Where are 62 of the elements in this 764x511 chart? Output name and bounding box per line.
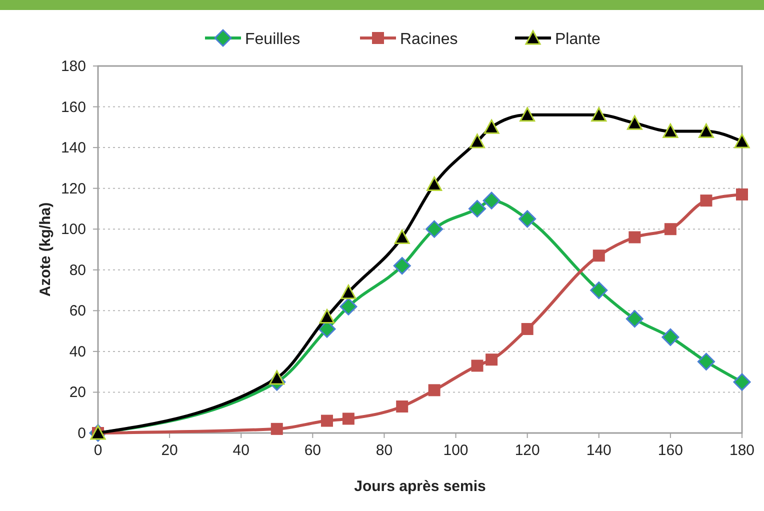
point [626,115,642,130]
point [697,352,715,370]
point [340,284,356,300]
point [394,230,410,244]
x-tick-label: 140 [586,442,612,459]
point [734,134,750,148]
point [320,414,333,427]
point [736,188,748,200]
y-tick-label: 20 [69,384,86,402]
x-axis-title: Jours après semis [354,478,486,495]
x-tick-label: 180 [729,442,755,459]
legend-label: Plante [555,31,600,48]
y-axis-title: Azote (kg/ha) [37,202,54,297]
point [428,384,440,396]
y-tick-label: 120 [60,180,86,198]
point [486,354,498,366]
x-tick-label: 0 [94,442,102,459]
point [626,310,644,328]
point [426,220,444,238]
point [700,194,712,207]
y-tick-label: 40 [69,343,86,360]
y-tick-label: 180 [60,58,86,75]
y-tick-label: 0 [78,425,86,442]
x-tick-label: 40 [232,442,250,459]
point [628,231,641,244]
point [471,360,484,372]
y-tick-label: 100 [60,221,86,238]
point [342,412,354,425]
x-tick-label: 80 [376,442,393,459]
point [468,200,486,218]
x-tick-label: 160 [658,442,683,459]
legend-label: Racines [400,31,458,48]
point [269,370,285,385]
point [270,422,283,435]
point [662,328,680,346]
y-tick-label: 160 [60,98,86,116]
point [592,250,605,262]
point [698,123,714,138]
point [482,192,500,210]
point [426,176,442,192]
x-tick-label: 100 [443,442,468,459]
point [340,298,358,316]
point [591,107,607,122]
point [662,123,678,138]
y-tick-label: 80 [69,262,86,279]
point [484,119,500,134]
point [521,323,534,336]
point [520,107,536,122]
x-tick-label: 20 [161,442,178,459]
legend-label: Feuilles [245,31,300,48]
point [396,400,408,412]
x-tick-label: 120 [514,442,540,459]
point [469,134,485,148]
point [518,210,536,228]
x-tick-label: 60 [304,442,322,459]
point [733,373,751,391]
point [319,309,335,324]
point [590,282,608,300]
y-tick-label: 60 [69,302,86,320]
y-tick-label: 140 [60,140,86,157]
point [664,223,676,236]
point [393,257,411,275]
